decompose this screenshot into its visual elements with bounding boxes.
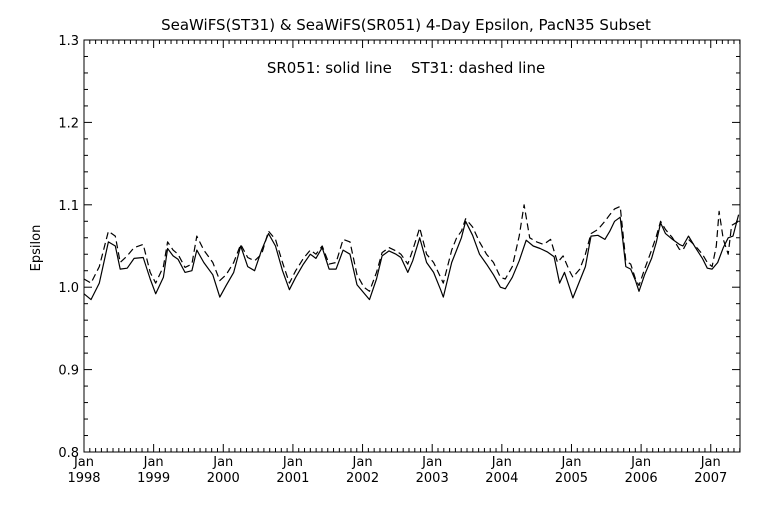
- x-tick-year: 2003: [416, 471, 449, 486]
- x-tick-year: 2006: [625, 471, 658, 486]
- x-tick-month: Jan: [73, 455, 94, 470]
- x-tick-year: 2001: [276, 471, 309, 486]
- x-tick-year: 2002: [346, 471, 379, 486]
- x-tick-month: Jan: [282, 455, 303, 470]
- x-tick-month: Jan: [421, 455, 442, 470]
- y-tick-label: 1.3: [58, 34, 79, 49]
- plot-frame: [83, 39, 741, 453]
- x-tick-month: Jan: [560, 455, 581, 470]
- chart-title: SeaWiFS(ST31) & SeaWiFS(SR051) 4-Day Eps…: [161, 16, 651, 34]
- y-axis-label: Epsilon: [29, 225, 44, 272]
- data-series: [83, 204, 740, 301]
- x-tick-year: 2005: [555, 471, 588, 486]
- x-tick-year: 2000: [207, 471, 240, 486]
- x-tick-month: Jan: [491, 455, 512, 470]
- x-tick-year: 2007: [694, 471, 727, 486]
- x-tick-year: 1998: [67, 471, 100, 486]
- x-tick-month: Jan: [352, 455, 373, 470]
- y-axis-ticks: 0.8 0.9 1.0 1.1 1.2 1.3: [58, 34, 740, 461]
- x-tick-month: Jan: [700, 455, 721, 470]
- y-tick-label: 1.0: [58, 281, 79, 296]
- y-tick-label: 1.1: [58, 199, 79, 214]
- x-tick-month: Jan: [212, 455, 233, 470]
- y-tick-label: 0.9: [58, 364, 79, 379]
- st31-dashed-line: [83, 204, 739, 292]
- x-tick-year: 2004: [485, 471, 518, 486]
- y-tick-label: 1.2: [58, 116, 79, 131]
- y-tick-label: 0.8: [58, 446, 79, 461]
- x-tick-year: 1999: [137, 471, 170, 486]
- x-tick-month: Jan: [143, 455, 164, 470]
- line-style-annotation: SR051: solid line ST31: dashed line: [267, 59, 545, 77]
- sr051-solid-line: [83, 214, 740, 301]
- x-tick-month: Jan: [630, 455, 651, 470]
- x-axis-ticks: Jan1998Jan1999Jan2000Jan2001Jan2002Jan20…: [67, 40, 741, 486]
